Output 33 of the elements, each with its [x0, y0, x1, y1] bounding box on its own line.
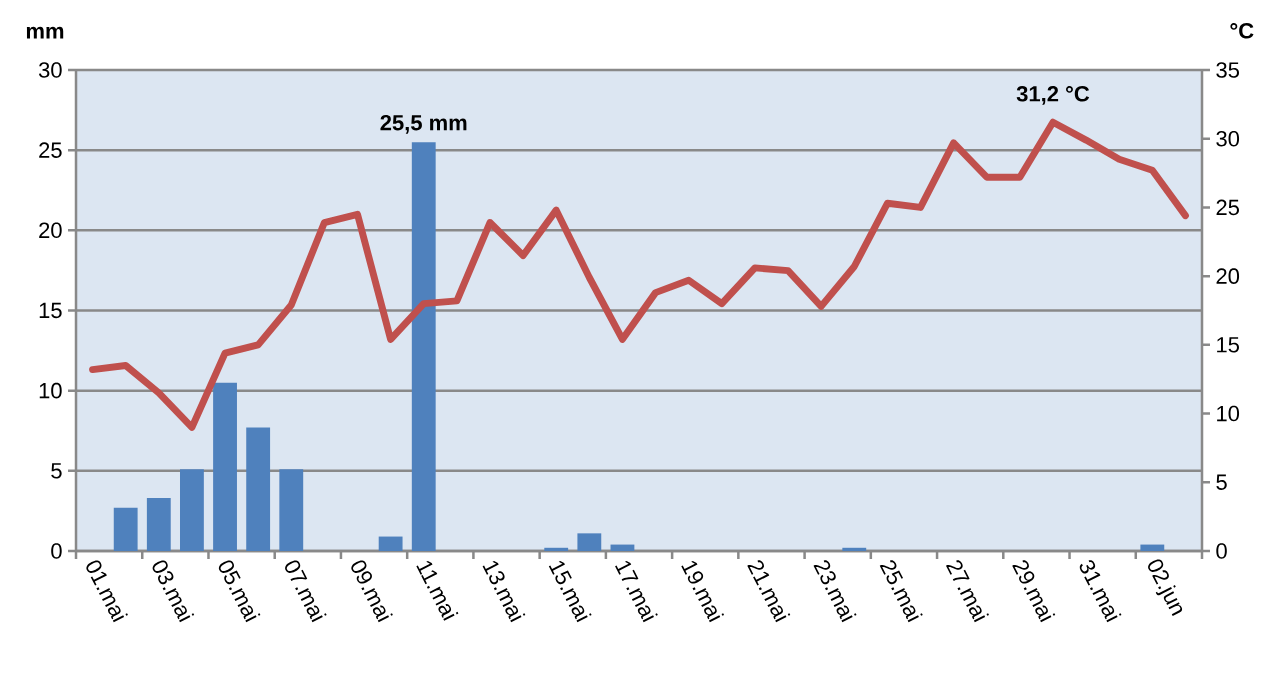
bar: [842, 547, 867, 551]
bar: [213, 382, 237, 551]
data-label: 31,2 °C: [1016, 86, 1090, 105]
y-tick-label: 5: [51, 463, 62, 479]
y2-tick-label: 35: [1216, 62, 1239, 78]
x-tick-label: 02.jun: [1148, 559, 1183, 616]
y2-tick-label: 20: [1216, 268, 1240, 284]
bar: [180, 469, 204, 551]
y-tick-label: 15: [39, 302, 62, 319]
y2-tick-label: 0: [1216, 543, 1227, 559]
data-label: 25,5 mm: [380, 114, 467, 134]
y-tick-label: 30: [38, 62, 62, 78]
bar: [610, 544, 635, 551]
bar: [279, 469, 304, 551]
y-tick-label: 10: [39, 382, 62, 399]
y-tick-label: 0: [51, 543, 62, 559]
bar: [378, 536, 403, 551]
bar: [577, 533, 602, 551]
y-tick-label: 20: [39, 222, 62, 239]
bar: [113, 507, 138, 551]
y2-axis-title: °C: [1230, 22, 1254, 39]
bar: [1140, 544, 1165, 551]
y-axis-title: mm: [26, 26, 64, 39]
bar: [411, 142, 436, 551]
y2-tick-label: 10: [1217, 405, 1240, 422]
y2-tick-label: 5: [1216, 474, 1227, 490]
y2-tick-label: 25: [1216, 199, 1239, 216]
bar: [246, 427, 271, 551]
bar: [544, 547, 569, 551]
bar: [146, 498, 171, 551]
y-tick-label: 25: [39, 142, 62, 158]
y2-tick-label: 15: [1217, 337, 1239, 353]
y2-tick-label: 30: [1216, 130, 1240, 147]
